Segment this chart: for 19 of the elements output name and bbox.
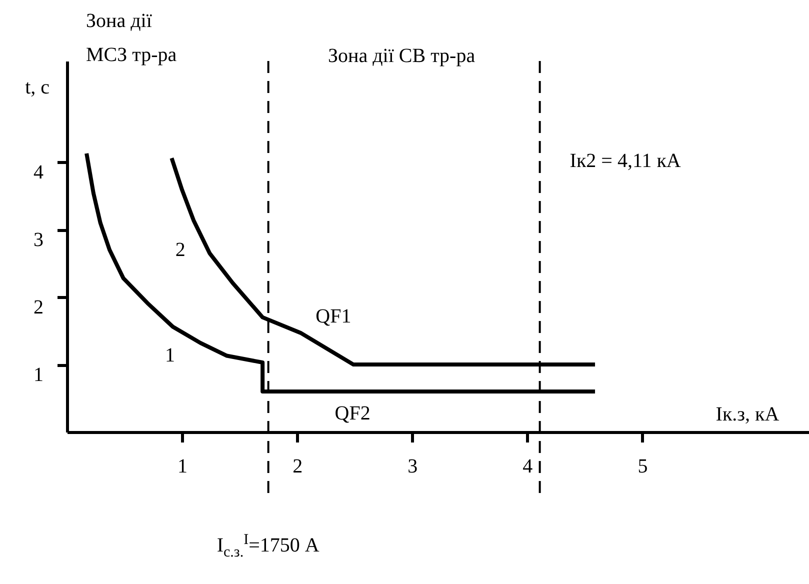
annotation: Зона дії МСЗ тр-ра (86, 9, 178, 68)
ref-line-label: Iк2 = 4,11 кА (570, 149, 681, 174)
x-tick-label: 3 (408, 456, 418, 478)
annotation: 1 (165, 344, 176, 366)
ref-line-label: I$_{с.з.}$$^{I}$=1750 А (216, 531, 320, 563)
series-label: QF2 (334, 402, 370, 425)
series-label: QF1 (316, 306, 352, 328)
x-tick-label: 5 (638, 456, 648, 478)
x-tick-label: 1 (178, 456, 188, 478)
y-tick-label: 3 (34, 229, 44, 252)
y-tick-label: 2 (34, 296, 44, 319)
annotation: 2 (175, 239, 186, 262)
y-tick-label: 4 (34, 162, 44, 184)
annotation: Зона дії СВ тр-ра (328, 44, 476, 69)
y-tick-label: 1 (34, 364, 44, 386)
x-axis-title: Iк.з, кА (716, 404, 780, 426)
x-tick-label: 4 (522, 456, 533, 478)
y-axis-title: t, с (25, 76, 50, 98)
x-tick-label: 2 (292, 456, 303, 478)
